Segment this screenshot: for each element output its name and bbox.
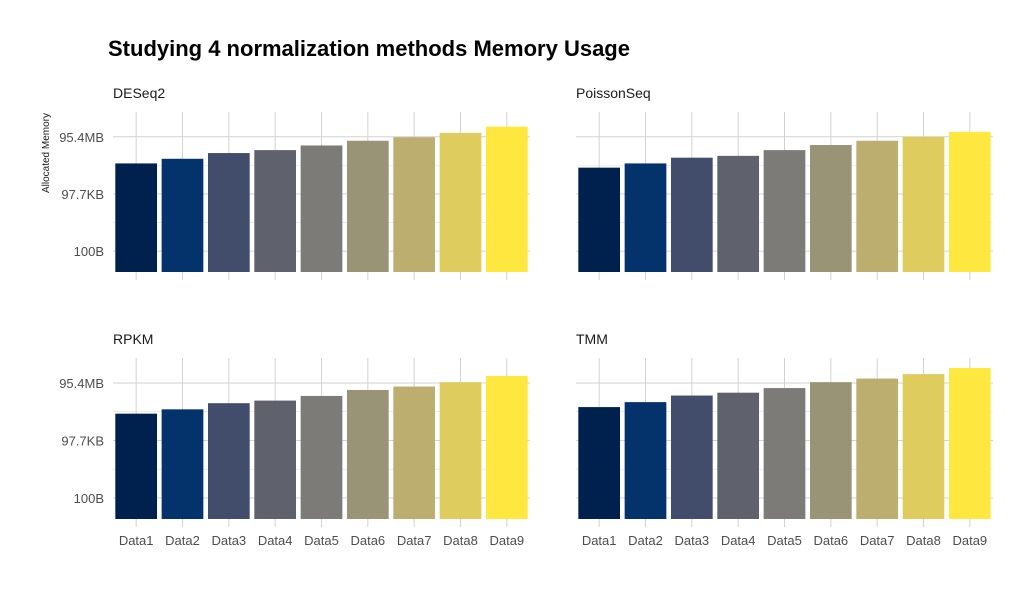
bar-data5 (300, 145, 343, 272)
bar-data9 (948, 368, 991, 519)
bar-data2 (624, 163, 667, 272)
x-tick-label: Data9 (489, 533, 524, 548)
bar-data3 (207, 153, 250, 272)
y-tick-label: 97.7KB (61, 187, 104, 202)
bar-data1 (578, 407, 621, 519)
facet-tmm: TMM Data1 Data2 Data3 Data4 Data5 Data6 Data7 Da… (576, 331, 993, 548)
bar-data4 (717, 155, 760, 272)
bar-data2 (161, 158, 204, 272)
x-tick-label: Data2 (165, 533, 200, 548)
bar-data5 (300, 395, 343, 519)
bar-data1 (115, 413, 158, 519)
bar-data7 (393, 386, 436, 519)
bar-data4 (254, 150, 297, 272)
chart-title: Studying 4 normalization methods Memory … (108, 36, 630, 61)
facet-rpkm: RPKM 100B 97.7KB 95.4MB Data1 Data2 Data3 Data4… (59, 331, 530, 548)
x-tick-label: Data1 (119, 533, 154, 548)
bar-data5 (763, 150, 806, 272)
bar-data4 (717, 392, 760, 519)
facet-panels: DESeq2 100B 97.7KB 95.4MB PoissonSeq RPKM 100B… (59, 85, 993, 548)
bar-data7 (393, 137, 436, 272)
y-tick-label: 95.4MB (59, 130, 104, 145)
bar-data6 (346, 389, 389, 519)
x-tick-label: Data8 (906, 533, 941, 548)
facet-title: TMM (576, 331, 608, 347)
x-tick-label: Data6 (350, 533, 385, 548)
bar-data9 (948, 131, 991, 272)
x-tick-label: Data6 (813, 533, 848, 548)
x-tick-label: Data4 (721, 533, 756, 548)
bar-data3 (670, 157, 713, 272)
facet-title: DESeq2 (113, 85, 165, 101)
y-axis-title: Allocated Memory (41, 113, 52, 193)
facet-title: PoissonSeq (576, 85, 651, 101)
bar-data4 (254, 400, 297, 519)
facet-poissonseq: PoissonSeq (576, 85, 993, 280)
x-tick-label: Data8 (443, 533, 478, 548)
x-tick-label: Data3 (211, 533, 246, 548)
x-tick-label: Data3 (674, 533, 709, 548)
bar-data6 (809, 382, 852, 519)
y-tick-label: 97.7KB (61, 433, 104, 448)
x-tick-label: Data5 (304, 533, 339, 548)
x-tick-label: Data9 (952, 533, 987, 548)
x-tick-label: Data1 (582, 533, 617, 548)
x-tick-label: Data7 (860, 533, 895, 548)
bar-data1 (115, 163, 158, 272)
bar-data6 (346, 140, 389, 272)
bar-data3 (670, 395, 713, 519)
bar-data7 (856, 378, 899, 519)
facet-deseq2: DESeq2 100B 97.7KB 95.4MB (59, 85, 530, 280)
bar-data3 (207, 403, 250, 519)
y-tick-label: 100B (74, 491, 104, 506)
bar-data2 (624, 402, 667, 519)
bar-data1 (578, 167, 621, 272)
bar-data6 (809, 145, 852, 272)
y-tick-label: 95.4MB (59, 376, 104, 391)
bar-data8 (902, 136, 945, 272)
bar-data8 (439, 132, 482, 272)
bar-data5 (763, 388, 806, 519)
facet-title: RPKM (113, 331, 153, 347)
bar-data7 (856, 140, 899, 272)
bar-data2 (161, 409, 204, 519)
x-tick-label: Data4 (258, 533, 293, 548)
x-tick-label: Data5 (767, 533, 802, 548)
bar-data9 (485, 376, 528, 519)
x-tick-label: Data2 (628, 533, 663, 548)
y-tick-label: 100B (74, 244, 104, 259)
x-tick-label: Data7 (397, 533, 432, 548)
bar-data9 (485, 126, 528, 272)
bar-data8 (439, 382, 482, 519)
bar-data8 (902, 374, 945, 519)
